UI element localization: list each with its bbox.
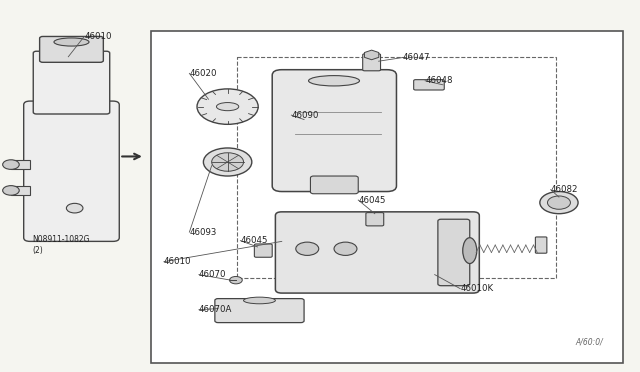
Text: 46082: 46082 bbox=[550, 185, 578, 194]
FancyBboxPatch shape bbox=[536, 237, 547, 253]
Circle shape bbox=[67, 203, 83, 213]
Circle shape bbox=[3, 160, 19, 169]
Text: 46070: 46070 bbox=[199, 270, 227, 279]
Circle shape bbox=[212, 153, 244, 171]
FancyBboxPatch shape bbox=[363, 54, 381, 71]
FancyBboxPatch shape bbox=[438, 219, 470, 286]
Circle shape bbox=[197, 89, 258, 124]
Text: 46047: 46047 bbox=[403, 53, 430, 62]
FancyBboxPatch shape bbox=[275, 212, 479, 293]
FancyBboxPatch shape bbox=[254, 244, 272, 257]
Circle shape bbox=[3, 186, 19, 195]
Bar bbox=[11, 160, 30, 169]
FancyBboxPatch shape bbox=[151, 31, 623, 363]
FancyBboxPatch shape bbox=[24, 101, 119, 241]
Circle shape bbox=[547, 196, 570, 209]
Text: 46020: 46020 bbox=[189, 69, 217, 78]
Text: 46070A: 46070A bbox=[199, 305, 232, 314]
Ellipse shape bbox=[216, 103, 239, 111]
Ellipse shape bbox=[308, 76, 360, 86]
Circle shape bbox=[540, 192, 578, 214]
Text: 46093: 46093 bbox=[189, 228, 217, 237]
Bar bbox=[11, 186, 30, 195]
Text: 46010K: 46010K bbox=[460, 284, 493, 293]
Text: 46010: 46010 bbox=[164, 257, 191, 266]
Ellipse shape bbox=[244, 297, 275, 304]
FancyBboxPatch shape bbox=[413, 80, 444, 90]
FancyBboxPatch shape bbox=[215, 299, 304, 323]
FancyBboxPatch shape bbox=[33, 51, 109, 114]
Text: 46010: 46010 bbox=[84, 32, 112, 41]
FancyBboxPatch shape bbox=[40, 36, 103, 62]
Ellipse shape bbox=[54, 38, 89, 46]
FancyBboxPatch shape bbox=[366, 212, 384, 226]
Text: 46045: 46045 bbox=[358, 196, 386, 205]
Circle shape bbox=[296, 242, 319, 256]
Circle shape bbox=[230, 276, 243, 284]
Text: 46048: 46048 bbox=[425, 76, 452, 85]
FancyBboxPatch shape bbox=[310, 176, 358, 194]
FancyBboxPatch shape bbox=[272, 70, 396, 192]
Text: N08911-1082G
(2): N08911-1082G (2) bbox=[32, 235, 90, 255]
Text: 46045: 46045 bbox=[241, 236, 268, 245]
Circle shape bbox=[334, 242, 357, 256]
Ellipse shape bbox=[463, 238, 477, 263]
Circle shape bbox=[204, 148, 252, 176]
Text: A/60:0/: A/60:0/ bbox=[576, 338, 604, 347]
Text: 46090: 46090 bbox=[291, 110, 319, 120]
